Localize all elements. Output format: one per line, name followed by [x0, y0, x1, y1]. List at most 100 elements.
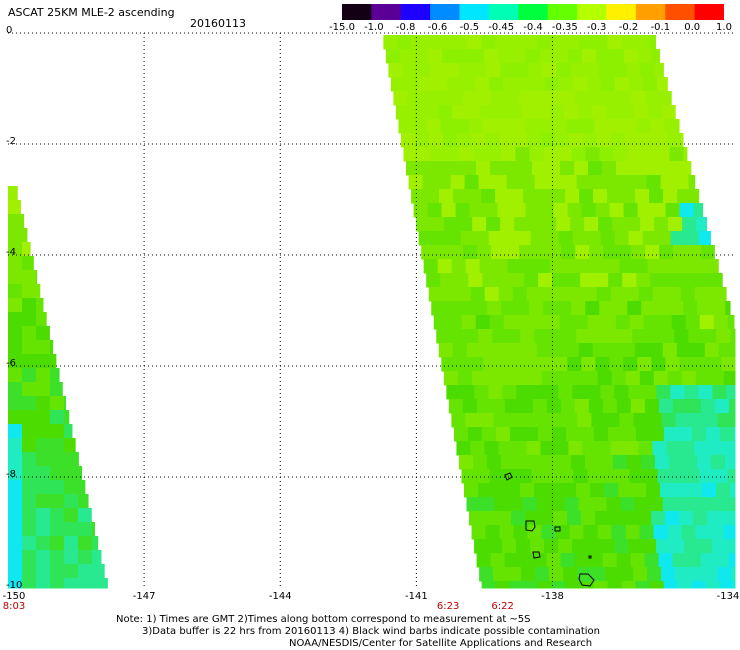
swath-cell — [673, 245, 688, 260]
colorbar-label: -1.0 — [364, 22, 384, 33]
swath-cell — [604, 175, 620, 190]
swath-cell — [546, 399, 562, 414]
swath-cell — [515, 301, 530, 316]
swath-cell — [22, 228, 28, 243]
swath-cell — [579, 581, 595, 589]
swath-cell — [8, 410, 23, 425]
swath-cell — [445, 301, 460, 316]
swath-cell — [106, 578, 108, 589]
swath-cell — [553, 511, 568, 526]
swath-cell — [525, 511, 540, 526]
swath-cell — [64, 508, 79, 523]
island-outline — [532, 551, 541, 559]
swath-cell — [605, 567, 620, 582]
swath-cell — [558, 77, 574, 92]
swath-cell — [685, 315, 701, 330]
swath-cell — [539, 357, 554, 372]
swath-cell — [78, 550, 93, 565]
swath-cell — [479, 259, 495, 274]
swath-cell — [446, 231, 462, 246]
swath-cell — [50, 396, 65, 411]
swath-cell — [639, 133, 654, 148]
swath-cell — [579, 189, 594, 204]
swath-cell — [605, 105, 621, 120]
swath-cell — [562, 175, 578, 190]
swath-cell — [660, 175, 676, 190]
swath-cell — [623, 357, 638, 372]
swath-cell — [474, 385, 489, 400]
swath-cell — [485, 371, 501, 386]
product-date: 20160113 — [190, 17, 246, 30]
swath-cell — [570, 217, 585, 232]
swath-cell — [595, 511, 610, 526]
swath-cell — [600, 539, 615, 554]
swath-cell — [36, 424, 51, 439]
swath-cell — [508, 343, 524, 358]
swath-cell — [534, 329, 549, 344]
swath-cell — [616, 399, 632, 414]
swath-cell — [669, 301, 684, 316]
swath-cell — [661, 259, 677, 274]
colorbar-segment — [606, 4, 637, 20]
swath-cell — [451, 413, 466, 428]
swath-cell — [720, 273, 723, 288]
swath-cell — [688, 483, 703, 498]
swath-cell — [483, 357, 498, 372]
swath-cell — [525, 203, 541, 218]
swath-cell — [630, 161, 645, 176]
swath-cell — [703, 413, 718, 428]
swath-cell — [579, 35, 594, 50]
swath-cell — [637, 49, 653, 64]
swath-cell — [567, 511, 582, 526]
swath-cell — [517, 315, 533, 330]
swath-cell — [585, 301, 600, 316]
swath-cell — [635, 581, 651, 589]
swath-cell — [64, 522, 79, 537]
swath-cell — [598, 63, 613, 78]
swath-cell — [507, 567, 522, 582]
swath-cell — [525, 49, 541, 64]
swath-cell — [510, 273, 525, 288]
swath-cell — [538, 119, 553, 134]
swath-cell — [529, 147, 545, 162]
swath-cell — [572, 77, 588, 92]
swath-cell — [502, 539, 517, 554]
swath-cell — [22, 522, 37, 537]
island-outline — [588, 555, 592, 559]
swath-cell — [451, 105, 467, 120]
swath-cell — [583, 525, 599, 540]
swath-cell — [557, 301, 572, 316]
swath-cell — [413, 49, 429, 64]
swath-cell — [647, 105, 663, 120]
swath-cell — [519, 245, 534, 260]
swath-cell — [496, 119, 511, 134]
swath-cell — [473, 147, 489, 162]
swath-cell — [670, 385, 685, 400]
swath-cell — [659, 91, 672, 106]
swath-cell — [22, 508, 37, 523]
swath-cell — [534, 175, 550, 190]
swath-cell — [586, 539, 601, 554]
swath-cell — [659, 245, 674, 260]
swath-cell — [605, 413, 620, 428]
swath-cell — [723, 525, 736, 540]
swath-cell — [471, 371, 487, 386]
swath-cell — [436, 329, 451, 344]
swath-cell — [457, 133, 472, 148]
swath-cell — [592, 343, 608, 358]
swath-cell — [92, 564, 105, 579]
swath-cell — [50, 494, 65, 509]
swath-cell — [507, 105, 523, 120]
swath-cell — [521, 413, 536, 428]
swath-cell — [64, 550, 79, 565]
swath-cell — [507, 259, 523, 274]
swath-cell — [416, 217, 431, 232]
swath-cell — [8, 256, 23, 271]
swath-cell — [50, 466, 65, 481]
swath-cell — [653, 371, 669, 386]
swath-cell — [718, 343, 734, 358]
swath-cell — [642, 231, 658, 246]
swath-cell — [483, 203, 499, 218]
swath-cell — [653, 525, 669, 540]
